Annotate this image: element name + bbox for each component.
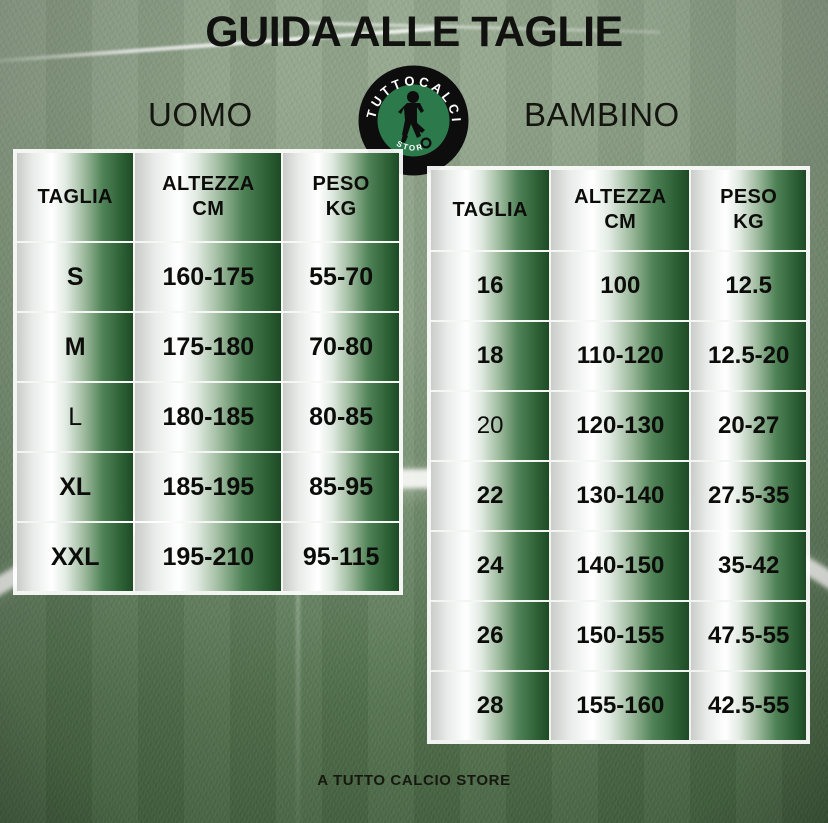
table-row: XL 185-195 85-95 bbox=[17, 453, 399, 521]
table-row: 24 140-150 35-42 bbox=[431, 532, 806, 600]
table-row: 20 120-130 20-27 bbox=[431, 392, 806, 460]
cell-altezza: 185-195 bbox=[135, 453, 282, 521]
cell-taglia: 24 bbox=[431, 532, 550, 600]
header-label-line1: TAGLIA bbox=[452, 198, 528, 221]
table-row: 28 155-160 42.5-55 bbox=[431, 672, 806, 740]
section-label-kids: BAMBINO bbox=[524, 96, 680, 133]
header-label-line2: CM bbox=[192, 198, 225, 220]
cell-taglia: XL bbox=[17, 453, 134, 521]
cell-taglia: 28 bbox=[431, 672, 550, 740]
size-table-men: TAGLIA ALTEZZA CM PESO KG S 160-175 bbox=[13, 149, 403, 595]
table-header-row: TAGLIA ALTEZZA CM PESO KG bbox=[17, 153, 399, 241]
cell-peso: 70-80 bbox=[283, 313, 399, 381]
cell-peso: 85-95 bbox=[283, 453, 399, 521]
table-body-kids: 16 100 12.5 18 110-120 12.5-20 20 120-13… bbox=[431, 252, 806, 740]
header-label-line1: PESO bbox=[312, 173, 370, 195]
header-cell-peso: PESO KG bbox=[691, 170, 806, 250]
header-cell-altezza: ALTEZZA CM bbox=[551, 170, 690, 250]
table-head-men: TAGLIA ALTEZZA CM PESO KG bbox=[17, 153, 399, 241]
header-label-line1: TAGLIA bbox=[37, 185, 113, 208]
table-row: L 180-185 80-85 bbox=[17, 383, 399, 451]
header-label-line2: KG bbox=[733, 211, 765, 233]
cell-taglia: 22 bbox=[431, 462, 550, 530]
cell-altezza: 150-155 bbox=[551, 602, 690, 670]
cell-peso: 42.5-55 bbox=[691, 672, 806, 740]
cell-taglia: M bbox=[17, 313, 134, 381]
cell-altezza: 130-140 bbox=[551, 462, 690, 530]
size-table-kids: TAGLIA ALTEZZA CM PESO KG 16 100 12 bbox=[427, 166, 810, 744]
header-label-line2: KG bbox=[325, 198, 357, 220]
header-cell-altezza: ALTEZZA CM bbox=[135, 153, 282, 241]
cell-altezza: 155-160 bbox=[551, 672, 690, 740]
header-label-line2: CM bbox=[604, 211, 637, 233]
header-label-line1: PESO bbox=[720, 186, 778, 208]
cell-taglia: L bbox=[17, 383, 134, 451]
cell-taglia: 18 bbox=[431, 322, 550, 390]
cell-altezza: 140-150 bbox=[551, 532, 690, 600]
cell-peso: 95-115 bbox=[283, 523, 399, 591]
field-line-vertical bbox=[296, 560, 300, 823]
page-title: GUIDA ALLE TAGLIE bbox=[205, 8, 623, 56]
cell-taglia: 26 bbox=[431, 602, 550, 670]
header-label-line1: ALTEZZA bbox=[162, 173, 255, 195]
header-cell-peso: PESO KG bbox=[283, 153, 399, 241]
cell-altezza: 195-210 bbox=[135, 523, 282, 591]
footer-brand-text: A TUTTO CALCIO STORE bbox=[317, 772, 511, 789]
table-head-kids: TAGLIA ALTEZZA CM PESO KG bbox=[431, 170, 806, 250]
table-header-row: TAGLIA ALTEZZA CM PESO KG bbox=[431, 170, 806, 250]
cell-altezza: 100 bbox=[551, 252, 690, 320]
section-label-men: UOMO bbox=[148, 96, 253, 133]
table-row: S 160-175 55-70 bbox=[17, 243, 399, 311]
cell-taglia: 20 bbox=[431, 392, 550, 460]
table-row: 22 130-140 27.5-35 bbox=[431, 462, 806, 530]
table-body-men: S 160-175 55-70 M 175-180 70-80 L 180-18… bbox=[17, 243, 399, 591]
cell-peso: 47.5-55 bbox=[691, 602, 806, 670]
cell-altezza: 180-185 bbox=[135, 383, 282, 451]
table-row: 16 100 12.5 bbox=[431, 252, 806, 320]
cell-taglia: 16 bbox=[431, 252, 550, 320]
cell-peso: 80-85 bbox=[283, 383, 399, 451]
player-silhouette-icon bbox=[398, 91, 425, 143]
cell-altezza: 175-180 bbox=[135, 313, 282, 381]
cell-taglia: XXL bbox=[17, 523, 134, 591]
header-cell-taglia: TAGLIA bbox=[431, 170, 550, 250]
cell-peso: 27.5-35 bbox=[691, 462, 806, 530]
table-row: M 175-180 70-80 bbox=[17, 313, 399, 381]
cell-peso: 55-70 bbox=[283, 243, 399, 311]
cell-altezza: 120-130 bbox=[551, 392, 690, 460]
cell-taglia: S bbox=[17, 243, 134, 311]
header-cell-taglia: TAGLIA bbox=[17, 153, 134, 241]
cell-peso: 12.5-20 bbox=[691, 322, 806, 390]
cell-altezza: 160-175 bbox=[135, 243, 282, 311]
cell-peso: 35-42 bbox=[691, 532, 806, 600]
table-row: 18 110-120 12.5-20 bbox=[431, 322, 806, 390]
cell-altezza: 110-120 bbox=[551, 322, 690, 390]
header-label-line1: ALTEZZA bbox=[574, 186, 667, 208]
cell-peso: 12.5 bbox=[691, 252, 806, 320]
cell-peso: 20-27 bbox=[691, 392, 806, 460]
table-row: XXL 195-210 95-115 bbox=[17, 523, 399, 591]
table-row: 26 150-155 47.5-55 bbox=[431, 602, 806, 670]
